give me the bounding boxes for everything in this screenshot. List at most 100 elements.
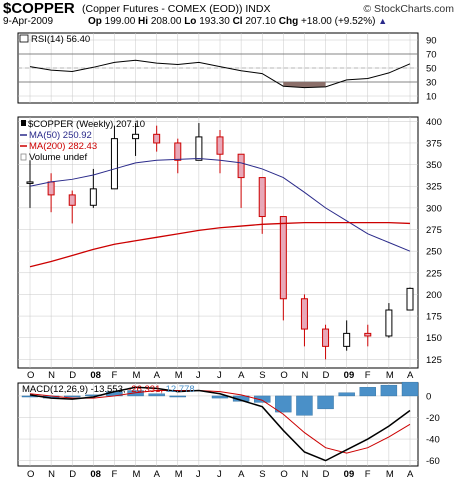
open-label: Op: [88, 16, 102, 27]
x-tick-label-macd: M: [175, 469, 183, 480]
change-value: +18.00 (+9.52%): [300, 16, 376, 27]
y-tick-label: 400: [426, 117, 442, 128]
macd-histogram-bar: [338, 392, 355, 397]
low-label: Lo: [184, 16, 197, 27]
x-tick-label-macd: D: [69, 469, 76, 480]
x-tick-label-price: J: [196, 370, 201, 381]
change-label: Chg: [278, 16, 299, 27]
x-tick-label-macd: N: [301, 469, 308, 480]
x-tick-label-macd: F: [365, 469, 371, 480]
x-tick-label-price: D: [69, 370, 76, 381]
high-label: Hi: [138, 16, 149, 27]
trend-up-icon: ▲: [378, 16, 388, 26]
x-tick-label-price: A: [407, 370, 414, 381]
ma200-legend-label: MA(200) 282.43: [29, 141, 97, 152]
y-tick-label: 250: [426, 247, 442, 258]
x-tick-label-price: O: [27, 370, 34, 381]
x-tick-label-price: D: [323, 370, 330, 381]
y-tick-label: 325: [426, 182, 442, 193]
candle-body: [364, 332, 372, 337]
macd-legend: MACD(12,26,9) -13.553, -26.331, 12.778: [22, 384, 195, 395]
candle-body: [385, 309, 393, 337]
x-tick-label-price: O: [280, 370, 287, 381]
candle-body: [195, 136, 203, 161]
x-tick-label-macd: F: [111, 469, 117, 480]
candle-body: [406, 287, 414, 311]
x-tick-label-price: M: [386, 370, 394, 381]
x-tick-label-macd: J: [217, 469, 222, 480]
high-value: 208.00: [150, 16, 182, 27]
macd-histogram-bar: [317, 395, 334, 410]
candle-body: [26, 181, 34, 184]
candle-body: [68, 194, 76, 206]
y-tick-label: 150: [426, 333, 442, 344]
x-tick-label-price: J: [217, 370, 222, 381]
ma50-line: [29, 158, 411, 252]
ma200-line: [29, 221, 411, 268]
x-tick-label-macd: A: [154, 469, 161, 480]
x-tick-label-macd: O: [27, 469, 34, 480]
x-tick-label-macd: A: [238, 469, 245, 480]
macd-signal-line: [29, 390, 411, 454]
x-tick-label-price: N: [301, 370, 308, 381]
rsi-legend-label: RSI(14) 56.40: [31, 34, 90, 45]
volume-legend-label: Volume undef: [29, 152, 87, 163]
candle-body: [258, 177, 266, 218]
candle-body: [237, 153, 245, 179]
macd-histogram-bar: [169, 395, 186, 398]
macd-histogram-bar: [380, 384, 398, 397]
x-tick-label-macd: M: [386, 469, 394, 480]
price-legend-label: $COPPER (Weekly) 207.10: [28, 119, 145, 130]
x-tick-label-price: S: [259, 370, 265, 381]
rsi-line: [29, 59, 411, 89]
y-tick-label: 30: [426, 78, 437, 89]
macd-line: [29, 386, 411, 462]
symbol-description: (Copper Futures - COMEX (EOD)) INDX: [82, 3, 271, 15]
y-tick-label: -20: [426, 413, 440, 424]
macd-histogram-bar: [296, 395, 313, 416]
x-tick-label-price: 08: [90, 370, 101, 381]
y-tick-label: 90: [426, 36, 437, 47]
x-tick-label-price: F: [365, 370, 371, 381]
x-tick-label-macd: D: [323, 469, 330, 480]
candle-body: [343, 332, 351, 347]
y-tick-label: 10: [426, 92, 437, 103]
macd-panel: 0 -20 -40 -60 MACD(12,26,9) -13.553, -26.331…: [17, 381, 440, 467]
macd-histogram-bar: [254, 395, 271, 403]
x-tick-label-price: A: [238, 370, 245, 381]
candle-body: [132, 133, 140, 140]
x-tick-label-macd: A: [407, 469, 414, 480]
y-tick-label: 375: [426, 138, 442, 149]
y-tick-label: 300: [426, 203, 442, 214]
brand-label: © StockCharts.com: [363, 3, 454, 15]
candle-body: [110, 138, 118, 190]
x-tick-label-price: F: [111, 370, 117, 381]
y-tick-label: 125: [426, 355, 442, 366]
close-value: 207.10: [245, 16, 276, 27]
y-tick-label: 350: [426, 160, 442, 171]
y-tick-label: 225: [426, 268, 442, 279]
rsi-panel: 90 70 50 30 10 RSI(14) 56.40: [17, 32, 437, 104]
candle-body: [322, 328, 330, 347]
y-tick-label: 275: [426, 225, 442, 236]
macd-histogram-bar: [359, 387, 376, 397]
candle-body: [153, 133, 161, 144]
rsi-legend-swatch: [19, 34, 29, 43]
y-tick-label: 200: [426, 290, 442, 301]
price-frame: [17, 116, 419, 369]
candle-body: [47, 181, 55, 196]
price-panel: 400 375 350 325 300 275 250 225 200 175 150 125 $COP…: [17, 116, 442, 369]
x-tick-label-macd: S: [259, 469, 265, 480]
close-label: Cl: [232, 16, 243, 27]
candle-body: [174, 142, 182, 161]
x-tick-label-macd: J: [196, 469, 201, 480]
rsi-oversold-area: [283, 82, 326, 88]
macd-legend-name: MACD(12,26,9): [22, 384, 91, 395]
macd-legend-value: -13.553,: [91, 384, 129, 395]
ma50-legend-label: MA(50) 250.92: [29, 130, 92, 141]
x-tick-label-price: A: [154, 370, 161, 381]
y-tick-label: 50: [426, 64, 437, 75]
volume-legend-swatch: [20, 153, 27, 161]
